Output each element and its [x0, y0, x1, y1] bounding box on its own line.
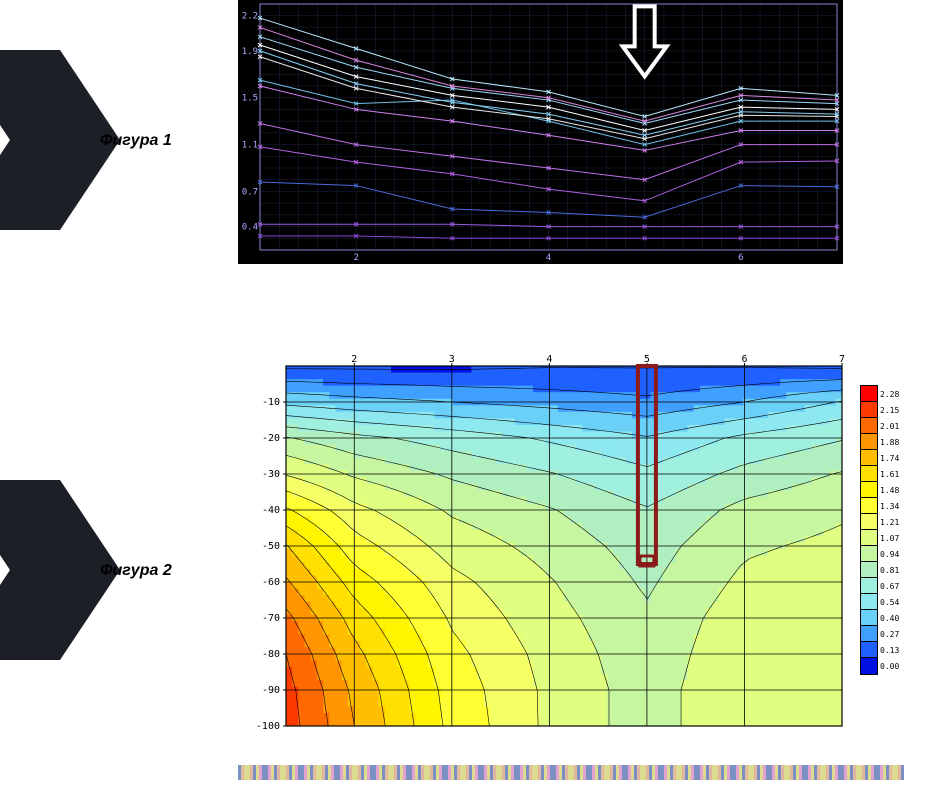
svg-text:6: 6 [738, 253, 743, 263]
legend-value: 1.74 [880, 454, 899, 463]
legend-value: 1.48 [880, 486, 899, 495]
legend-value: 2.01 [880, 422, 899, 431]
svg-text:1.1: 1.1 [242, 141, 258, 151]
legend-value: 2.15 [880, 406, 899, 415]
legend-value: 0.40 [880, 614, 899, 623]
svg-text:1.5: 1.5 [242, 94, 258, 104]
figure2-legend: 2.28 2.15 2.01 1.88 1.74 1.61 1.48 1.34 1.21 1.07… [860, 386, 905, 674]
svg-text:1.9: 1.9 [242, 47, 258, 57]
legend-value: 1.34 [880, 502, 899, 511]
legend-value: 2.28 [880, 390, 899, 399]
figure2-chart: 234567-10-20-30-40-50-60-70-80-90-100 [238, 348, 906, 738]
figure2-label: Фигура 2 [100, 562, 172, 580]
legend-value: 0.54 [880, 598, 899, 607]
legend-value: 0.81 [880, 566, 899, 575]
svg-text:4: 4 [546, 253, 551, 263]
legend-value: 1.21 [880, 518, 899, 527]
legend-value: 0.27 [880, 630, 899, 639]
legend-value: 1.07 [880, 534, 899, 543]
svg-text:0.7: 0.7 [242, 187, 258, 197]
figure1-label: Фигура 1 [100, 132, 172, 150]
svg-text:2: 2 [353, 253, 358, 263]
svg-text:2.2: 2.2 [242, 12, 258, 22]
svg-text:0.4: 0.4 [242, 223, 258, 233]
legend-value: 0.94 [880, 550, 899, 559]
legend-value: 1.61 [880, 470, 899, 479]
figure1-chart: 2 4 6 0.4 0.7 1.1 1.5 1.9 2.2 [238, 0, 843, 264]
legend-value: 0.13 [880, 646, 899, 655]
noise-strip [238, 765, 906, 780]
legend-value: 0.67 [880, 582, 899, 591]
legend-value: 1.88 [880, 438, 899, 447]
legend-value: 0.00 [880, 662, 899, 671]
